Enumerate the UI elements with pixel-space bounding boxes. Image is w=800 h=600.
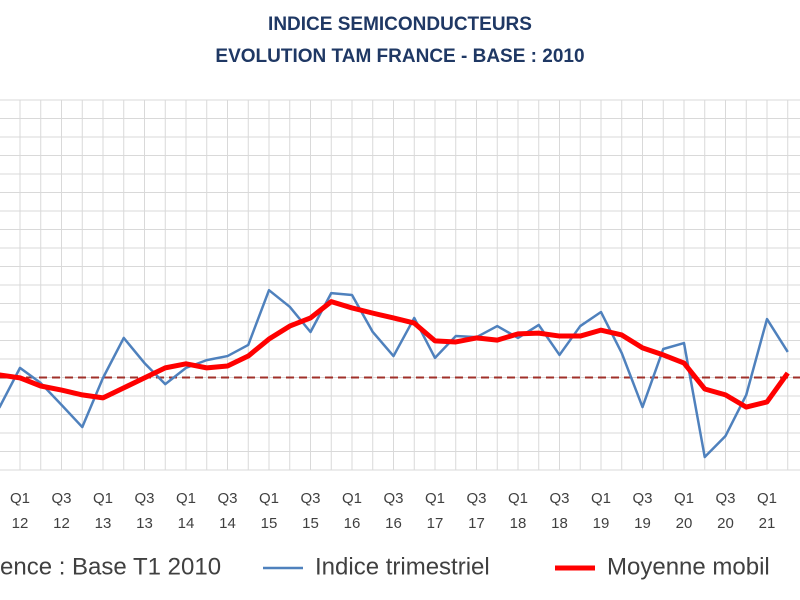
x-tick-label: Q3 19 xyxy=(632,490,653,532)
x-tick-label: Q3 15 xyxy=(300,490,321,532)
x-tick-label: Q1 21 xyxy=(756,490,777,532)
x-tick-label: Q3 13 xyxy=(134,490,155,532)
legend-label: Indice trimestriel xyxy=(315,553,490,580)
x-tick-label: Q1 12 xyxy=(9,490,30,532)
x-tick-label: Q1 18 xyxy=(507,490,528,532)
series-line xyxy=(0,299,790,410)
legend-label: ence : Base T1 2010 xyxy=(0,553,221,580)
x-tick-label: Q3 20 xyxy=(715,490,736,532)
x-tick-label: Q1 15 xyxy=(258,490,279,532)
x-tick-label: Q3 14 xyxy=(217,490,238,532)
x-tick-label: Q1 16 xyxy=(341,490,362,532)
x-tick-label: Q1 20 xyxy=(673,490,694,532)
x-tick-label: Q3 16 xyxy=(383,490,404,532)
x-tick-label: Q3 18 xyxy=(549,490,570,532)
x-tick-label: Q1 13 xyxy=(92,490,113,532)
x-tick-label: Q3 12 xyxy=(51,490,72,532)
series-line xyxy=(0,288,789,459)
chart-subtitle: EVOLUTION TAM FRANCE - BASE : 2010 xyxy=(215,46,584,67)
x-tick-label: Q3 17 xyxy=(466,490,487,532)
legend-label: Moyenne mobil xyxy=(607,553,770,580)
x-tick-label: Q1 14 xyxy=(175,490,196,532)
x-tick-label: Q1 17 xyxy=(424,490,445,532)
chart-title: INDICE SEMICONDUCTEURS xyxy=(268,14,532,35)
x-tick-label: Q1 19 xyxy=(590,490,611,532)
